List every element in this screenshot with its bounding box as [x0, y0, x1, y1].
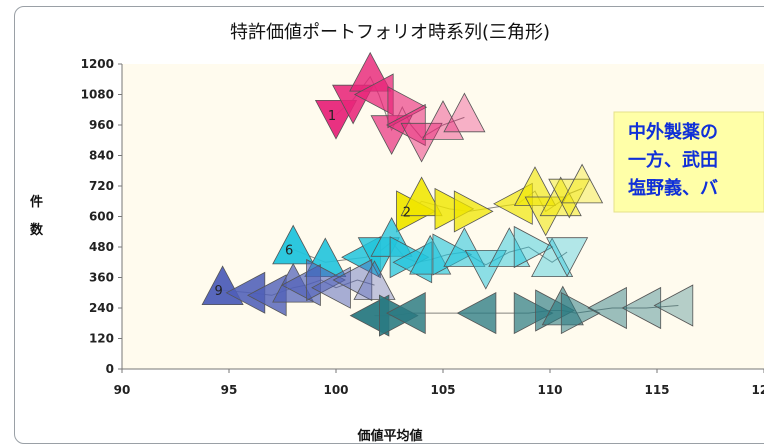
y-tick-label: 1200 [81, 57, 114, 71]
data-point-triangle [561, 163, 604, 204]
x-tick-labels: 90 95 100 105 110 115 120 [114, 369, 764, 397]
x-tick-label: 95 [221, 383, 238, 397]
data-point-triangle [546, 237, 589, 277]
data-point-triangle [386, 292, 426, 335]
y-tick-label: 960 [89, 118, 114, 132]
data-point-triangle [513, 225, 554, 269]
data-point-triangle [548, 178, 591, 219]
series-unlabeled [349, 284, 694, 337]
y-tick-label: 720 [89, 179, 114, 193]
data-point-triangle [587, 286, 627, 330]
note-line-1: 中外製薬の [628, 121, 718, 143]
x-tick-label: 120 [751, 383, 764, 397]
data-point-triangle [400, 176, 443, 217]
data-point-triangle [513, 292, 554, 335]
series-label: 6 [285, 244, 293, 259]
x-axis-label: 価値平均値 [356, 428, 422, 444]
data-point-triangle [443, 92, 486, 133]
data-point-triangle [386, 103, 426, 147]
y-tick-label: 120 [89, 332, 114, 346]
x-tick-label: 110 [537, 383, 562, 397]
data-point-triangle [539, 176, 582, 217]
x-tick-label: 115 [644, 383, 669, 397]
data-point-triangle [353, 260, 396, 300]
note-box: 中外製薬の 一方、武田 塩野義、バ [613, 111, 764, 213]
y-tick-label: 840 [89, 149, 114, 163]
data-point-triangle [456, 292, 497, 335]
note-line-3: 塩野義、バ [628, 177, 718, 199]
data-point-triangle [653, 284, 694, 327]
series-label: 9 [214, 284, 222, 299]
data-point-triangle [464, 249, 507, 290]
note-line-2: 一方、武田 [628, 149, 718, 171]
series-label: 2 [403, 205, 411, 220]
x-tick-label: 105 [430, 383, 455, 397]
y-tick-labels: 0 120 240 360 480 600 720 840 960 1080 1200 [81, 57, 122, 376]
data-point-triangle [453, 190, 494, 233]
y-tick-label: 360 [89, 271, 114, 285]
y-tick-label: 600 [89, 210, 114, 224]
data-point-triangle [621, 286, 662, 330]
series-2: 2 [396, 163, 604, 237]
chart-title: 特許価値ポートフォリオ時系列(三角形) [230, 22, 550, 43]
y-axis-label-char-1: 件 [30, 194, 43, 210]
data-point-triangle [400, 122, 443, 163]
series-layer: 1 2 6 9 [201, 51, 694, 337]
y-tick-label: 240 [89, 301, 114, 315]
y-axis-label-char-2: 数 [30, 222, 44, 238]
data-point-triangle [524, 196, 567, 237]
series-9: 9 [201, 258, 396, 317]
x-tick-label: 90 [114, 383, 131, 397]
series-1: 1 [314, 51, 486, 163]
x-tick-label: 100 [323, 383, 348, 397]
data-point-triangle [332, 258, 373, 302]
y-tick-label: 0 [106, 362, 114, 376]
y-tick-label: 480 [89, 240, 114, 254]
data-point-triangle [421, 100, 465, 140]
data-point-triangle [560, 292, 601, 335]
data-point-triangle [488, 227, 531, 267]
series-label: 1 [328, 109, 336, 124]
y-tick-label: 1080 [81, 88, 114, 102]
data-point-triangle [311, 266, 351, 309]
